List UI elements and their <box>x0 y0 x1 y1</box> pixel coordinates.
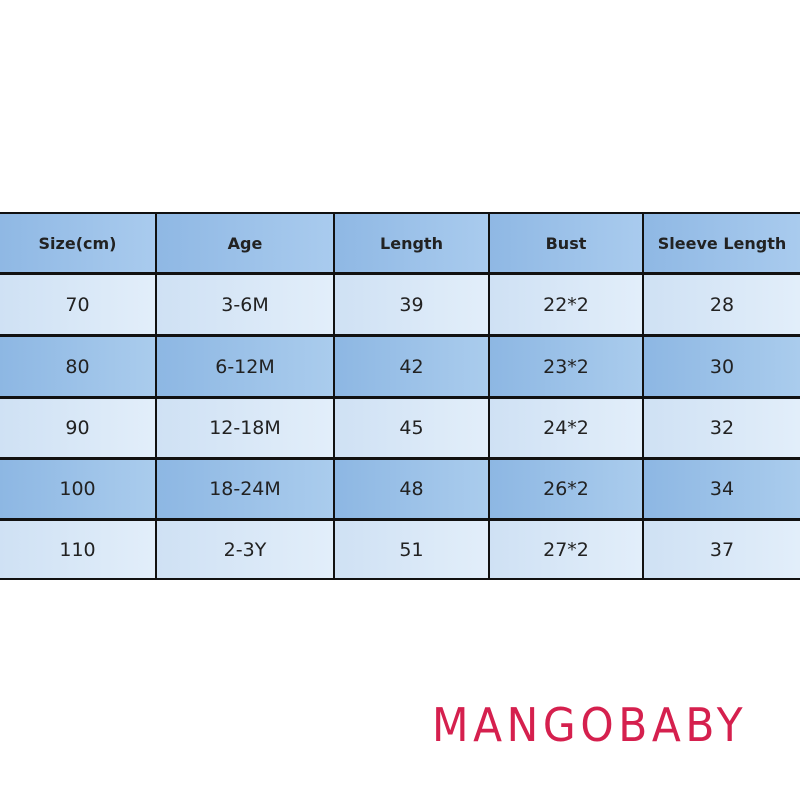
header-cell: Bust <box>490 214 642 272</box>
table-cell: 39 <box>335 275 488 334</box>
header-cell: Sleeve Length <box>644 214 800 272</box>
table-cell: 27*2 <box>490 521 642 578</box>
table-cell: 30 <box>644 337 800 396</box>
table-cell: 80 <box>0 337 155 396</box>
table-cell: 12-18M <box>157 399 333 457</box>
table-cell: 42 <box>335 337 488 396</box>
table-cell: 70 <box>0 275 155 334</box>
table-cell: 22*2 <box>490 275 642 334</box>
table-cell: 28 <box>644 275 800 334</box>
table-cell: 37 <box>644 521 800 578</box>
header-cell: Age <box>157 214 333 272</box>
table-cell: 45 <box>335 399 488 457</box>
table-cell: 24*2 <box>490 399 642 457</box>
table-cell: 32 <box>644 399 800 457</box>
table-cell: 110 <box>0 521 155 578</box>
table-cell: 2-3Y <box>157 521 333 578</box>
table-cell: 100 <box>0 460 155 518</box>
table-cell: 23*2 <box>490 337 642 396</box>
watermark: MANGOBABY <box>432 698 748 752</box>
table-cell: 3-6M <box>157 275 333 334</box>
table-cell: 48 <box>335 460 488 518</box>
size-table: Size(cm) Age Length Bust Sleeve Length 70 3-6M… <box>0 212 800 580</box>
header-cell: Size(cm) <box>0 214 155 272</box>
header-cell: Length <box>335 214 488 272</box>
table-cell: 51 <box>335 521 488 578</box>
table-cell: 34 <box>644 460 800 518</box>
table-cell: 6-12M <box>157 337 333 396</box>
table-cell: 26*2 <box>490 460 642 518</box>
table-cell: 90 <box>0 399 155 457</box>
table-cell: 18-24M <box>157 460 333 518</box>
